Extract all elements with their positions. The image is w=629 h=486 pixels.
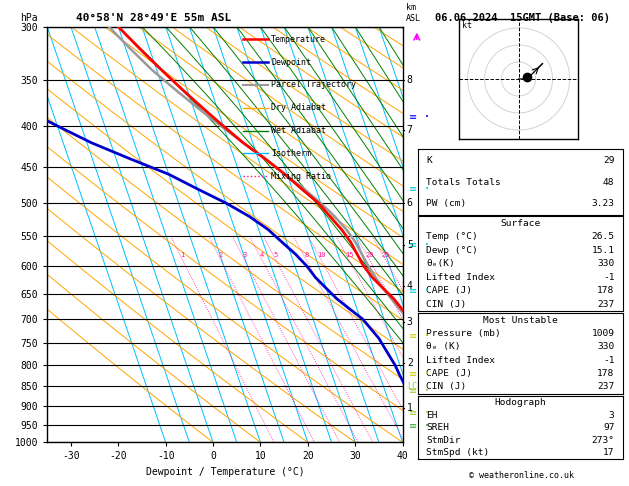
Text: CAPE (J): CAPE (J) (426, 369, 472, 378)
Text: Pressure (mb): Pressure (mb) (426, 329, 501, 338)
Text: 273°: 273° (591, 436, 615, 445)
Text: K: K (426, 156, 432, 165)
Text: 15: 15 (345, 252, 353, 258)
Text: ≡: ≡ (409, 184, 417, 194)
Text: km
ASL: km ASL (406, 3, 421, 22)
Text: SREH: SREH (426, 423, 450, 432)
Text: -1: -1 (603, 356, 615, 365)
Text: ≡: ≡ (409, 386, 417, 396)
Text: 6: 6 (407, 198, 413, 208)
Text: 1: 1 (181, 252, 185, 258)
Text: 178: 178 (598, 286, 615, 295)
Text: StmSpd (kt): StmSpd (kt) (426, 449, 490, 457)
Text: ≡: ≡ (409, 112, 417, 122)
Text: Temperature: Temperature (271, 35, 326, 44)
Text: •: • (425, 423, 428, 429)
Text: © weatheronline.co.uk: © weatheronline.co.uk (469, 471, 574, 480)
Text: ≡: ≡ (409, 369, 417, 379)
Text: 48: 48 (603, 177, 615, 187)
Text: Isotherm: Isotherm (271, 149, 311, 158)
Text: 237: 237 (598, 382, 615, 392)
Text: Dewp (°C): Dewp (°C) (426, 245, 478, 255)
Text: •: • (425, 388, 428, 394)
Text: -1: -1 (603, 273, 615, 282)
Text: 1: 1 (407, 403, 413, 413)
Text: •: • (425, 410, 428, 416)
Text: 3: 3 (407, 316, 413, 327)
Text: EH: EH (426, 411, 438, 419)
Text: PW (cm): PW (cm) (426, 199, 467, 208)
Text: •: • (425, 288, 428, 294)
Text: 3.23: 3.23 (591, 199, 615, 208)
Text: 3: 3 (243, 252, 247, 258)
Text: 06.06.2024  15GMT (Base: 06): 06.06.2024 15GMT (Base: 06) (435, 13, 610, 23)
Text: CAPE (J): CAPE (J) (426, 286, 472, 295)
Text: 8: 8 (407, 75, 413, 85)
Text: 1009: 1009 (591, 329, 615, 338)
Text: Wet Adiabat: Wet Adiabat (271, 126, 326, 135)
Text: 2: 2 (407, 358, 413, 368)
Text: 2: 2 (219, 252, 223, 258)
Text: •: • (425, 371, 428, 377)
Text: ≡: ≡ (409, 408, 417, 418)
Text: ≡: ≡ (409, 240, 417, 250)
Text: 26.5: 26.5 (591, 232, 615, 241)
Text: 178: 178 (598, 369, 615, 378)
Text: 4: 4 (260, 252, 264, 258)
Text: hPa: hPa (21, 13, 38, 22)
Text: 10: 10 (317, 252, 325, 258)
Text: StmDir: StmDir (426, 436, 461, 445)
Text: 8: 8 (304, 252, 308, 258)
Text: LCL: LCL (407, 382, 422, 391)
Text: 4: 4 (407, 280, 413, 291)
Text: 330: 330 (598, 342, 615, 351)
Text: 29: 29 (603, 156, 615, 165)
Text: 25: 25 (382, 252, 390, 258)
Text: 17: 17 (603, 449, 615, 457)
Text: 7: 7 (407, 125, 413, 135)
Text: Mixing Ratio (g/kg): Mixing Ratio (g/kg) (448, 183, 457, 286)
Text: Most Unstable: Most Unstable (483, 315, 558, 325)
Text: 5: 5 (407, 240, 413, 250)
Text: Surface: Surface (501, 219, 540, 227)
Text: ≡: ≡ (409, 421, 417, 431)
Text: •: • (425, 186, 428, 192)
Text: θₑ(K): θₑ(K) (426, 259, 455, 268)
Text: ≡: ≡ (409, 331, 417, 341)
Text: 97: 97 (603, 423, 615, 432)
Text: 5: 5 (274, 252, 278, 258)
X-axis label: Dewpoint / Temperature (°C): Dewpoint / Temperature (°C) (145, 467, 304, 477)
Text: ≡: ≡ (409, 286, 417, 296)
Text: •: • (425, 114, 428, 120)
Text: Dry Adiabat: Dry Adiabat (271, 103, 326, 112)
Text: •: • (425, 242, 428, 248)
Text: Lifted Index: Lifted Index (426, 273, 496, 282)
Text: CIN (J): CIN (J) (426, 382, 467, 392)
Text: Temp (°C): Temp (°C) (426, 232, 478, 241)
Text: CIN (J): CIN (J) (426, 300, 467, 309)
Text: •: • (425, 333, 428, 339)
Text: Mixing Ratio: Mixing Ratio (271, 172, 331, 181)
Text: 330: 330 (598, 259, 615, 268)
Text: Totals Totals: Totals Totals (426, 177, 501, 187)
Text: Lifted Index: Lifted Index (426, 356, 496, 365)
Text: kt: kt (462, 21, 472, 30)
Text: 3: 3 (609, 411, 615, 419)
Text: 20: 20 (365, 252, 374, 258)
Text: Dewpoint: Dewpoint (271, 57, 311, 67)
Text: Parcel Trajectory: Parcel Trajectory (271, 80, 356, 89)
Text: 237: 237 (598, 300, 615, 309)
Text: Hodograph: Hodograph (494, 398, 547, 407)
Text: 15.1: 15.1 (591, 245, 615, 255)
Text: θₑ (K): θₑ (K) (426, 342, 461, 351)
Text: 40°58'N 28°49'E 55m ASL: 40°58'N 28°49'E 55m ASL (75, 13, 231, 22)
